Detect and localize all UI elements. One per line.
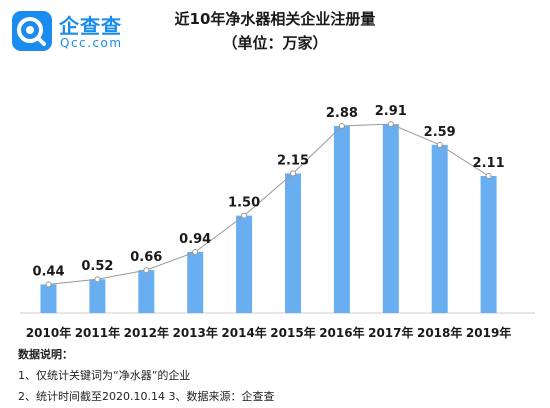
bar-6	[333, 126, 350, 313]
bar-2	[138, 270, 155, 313]
data-label-5: 2.15	[277, 153, 309, 168]
bar-4	[236, 215, 253, 313]
logo-icon	[12, 11, 52, 51]
trend-point-5	[290, 170, 296, 177]
data-label-1: 0.52	[81, 259, 113, 274]
x-tick-label-4: 2014年	[221, 325, 266, 340]
data-label-7: 2.91	[375, 104, 407, 119]
trend-line	[48, 123, 489, 285]
notes-heading: 数据说明：	[18, 348, 73, 361]
bar-7	[382, 124, 399, 313]
trend-point-2	[143, 267, 150, 274]
trend-point-3	[192, 248, 199, 255]
data-label-8: 2.59	[424, 125, 456, 140]
x-tick-label-6: 2016年	[319, 325, 364, 340]
bar-9	[480, 176, 497, 313]
trend-point-6	[338, 123, 345, 130]
bar-1	[89, 279, 106, 313]
trend-point-4	[241, 212, 248, 219]
data-notes: 数据说明： 1、仅统计关键词为“净水器”的企业 2、统计时间截至2020.10.…	[18, 344, 274, 407]
chart-subtitle: （单位：万家）	[222, 34, 328, 52]
x-tick-label-9: 2019年	[466, 325, 511, 340]
bar-0	[40, 284, 57, 313]
bar-3	[187, 251, 204, 313]
data-label-0: 0.44	[32, 264, 64, 279]
bar-chart: 0.44 2010年 0.52 2011年 0.66 2012年 0.94 2013年 1.50…	[20, 104, 535, 340]
x-tick-label-7: 2017年	[368, 325, 413, 340]
x-tick-label-0: 2010年	[26, 325, 71, 340]
x-tick-label-8: 2018年	[417, 325, 462, 340]
x-tick-label-1: 2011年	[75, 325, 120, 340]
data-label-2: 0.66	[130, 250, 162, 265]
notes-line-2: 2、统计时间截至2020.10.14 3、数据来源：企查查	[18, 390, 275, 403]
data-label-4: 1.50	[228, 196, 260, 211]
data-label-3: 0.94	[179, 232, 211, 247]
trend-point-1	[94, 276, 101, 283]
bar-8	[431, 144, 448, 313]
bar-5	[285, 173, 301, 313]
data-label-9: 2.11	[473, 156, 505, 171]
x-tick-label-2: 2012年	[124, 325, 169, 340]
data-label-6: 2.88	[326, 106, 358, 121]
x-tick-label-5: 2015年	[270, 325, 315, 340]
notes-line-1: 1、仅统计关键词为“净水器”的企业	[18, 369, 191, 382]
trend-point-0	[45, 281, 52, 288]
trend-point-7	[387, 121, 394, 128]
chart-title: 近10年净水器相关企业注册量	[174, 10, 376, 28]
trend-point-9	[485, 173, 492, 180]
logo-name: 企查查	[59, 14, 122, 38]
logo: 企查查 Qcc.com	[12, 8, 152, 54]
trend-point-8	[436, 141, 443, 148]
logo-domain: Qcc.com	[60, 36, 123, 50]
x-tick-label-3: 2013年	[172, 325, 217, 340]
